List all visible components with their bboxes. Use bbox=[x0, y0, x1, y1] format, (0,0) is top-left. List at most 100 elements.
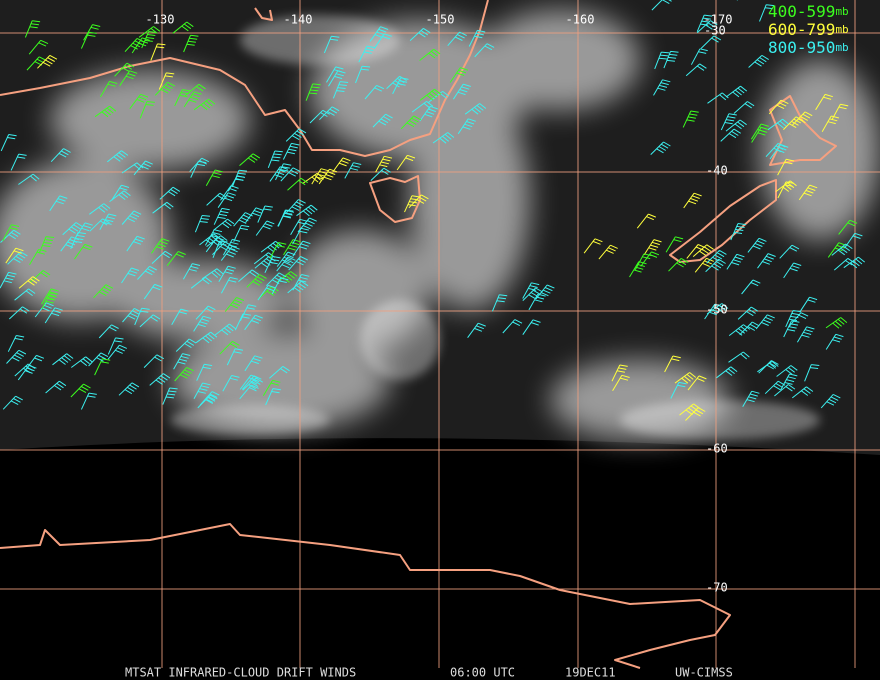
wind-barb bbox=[643, 239, 662, 256]
wind-barb bbox=[706, 303, 729, 315]
wind-barb bbox=[728, 351, 750, 363]
wind-barb bbox=[190, 160, 207, 178]
wind-barb bbox=[629, 261, 647, 278]
wind-barb bbox=[783, 320, 800, 338]
wind-barb bbox=[70, 232, 86, 250]
wind-barb bbox=[408, 194, 429, 209]
wind-barb bbox=[419, 88, 442, 101]
wind-barb bbox=[690, 48, 708, 65]
wind-barb bbox=[149, 373, 171, 386]
wind-barb bbox=[696, 20, 718, 34]
wind-barb bbox=[174, 89, 191, 107]
wind-barb bbox=[234, 313, 251, 331]
wind-barb bbox=[213, 207, 230, 225]
wind-barb bbox=[162, 387, 178, 405]
wind-barb bbox=[373, 33, 392, 49]
wind-barb bbox=[98, 324, 119, 339]
wind-barb bbox=[238, 269, 259, 282]
wind-barb bbox=[175, 338, 197, 352]
wind-barb bbox=[730, 223, 746, 241]
wind-barb bbox=[222, 375, 240, 392]
longitude-label: -130 bbox=[146, 13, 175, 27]
wind-barb bbox=[821, 115, 840, 132]
wind-barb bbox=[283, 239, 301, 256]
wind-barb bbox=[6, 349, 27, 364]
wind-barb bbox=[171, 308, 189, 325]
wind-barb bbox=[217, 192, 236, 208]
wind-barb bbox=[280, 167, 301, 182]
wind-barb bbox=[838, 219, 858, 235]
wind-barb bbox=[741, 279, 761, 295]
wind-barb bbox=[109, 190, 131, 202]
wind-barb bbox=[74, 222, 93, 239]
wind-barb bbox=[825, 317, 848, 329]
wind-barb bbox=[522, 282, 540, 299]
wind-barb bbox=[419, 48, 441, 61]
wind-barb bbox=[757, 253, 776, 269]
wind-barb bbox=[700, 35, 722, 49]
wind-barb bbox=[241, 375, 262, 390]
wind-barb bbox=[326, 66, 344, 83]
wind-barb bbox=[796, 326, 815, 343]
wind-barb bbox=[759, 4, 775, 22]
legend-range: 600-799 bbox=[768, 20, 835, 39]
wind-barb bbox=[89, 203, 111, 215]
wind-barb bbox=[297, 217, 317, 233]
wind-barb bbox=[138, 26, 161, 38]
wind-barb bbox=[467, 322, 486, 338]
longitude-label: -140 bbox=[284, 13, 313, 27]
wind-barb bbox=[774, 384, 796, 397]
wind-barb bbox=[726, 253, 745, 270]
wind-barb bbox=[41, 288, 59, 305]
wind-barb bbox=[827, 242, 847, 258]
wind-barb bbox=[151, 238, 170, 254]
wind-barb bbox=[636, 213, 656, 229]
wind-barb bbox=[355, 65, 371, 84]
wind-barb bbox=[651, 0, 672, 11]
date: 19DEC11 bbox=[565, 666, 616, 680]
wind-barb bbox=[687, 375, 707, 391]
wind-barb bbox=[267, 150, 283, 168]
wind-barb bbox=[121, 267, 140, 284]
wind-barb bbox=[432, 132, 455, 144]
wind-barb bbox=[654, 51, 670, 70]
wind-barb bbox=[650, 141, 671, 155]
wind-barb bbox=[133, 160, 153, 176]
wind-barb bbox=[38, 236, 55, 254]
wind-barb bbox=[83, 24, 101, 41]
wind-barb bbox=[369, 26, 389, 42]
wind-barb bbox=[775, 180, 797, 192]
wind-barb bbox=[204, 229, 223, 246]
wind-barb bbox=[269, 166, 288, 182]
wind-barb bbox=[783, 262, 802, 279]
wind-barb bbox=[118, 382, 140, 396]
wind-barb bbox=[239, 384, 259, 400]
wind-barb bbox=[269, 242, 287, 259]
wind-barb bbox=[14, 288, 36, 301]
wind-barb bbox=[535, 284, 555, 300]
wind-barb bbox=[706, 249, 727, 264]
wind-barb bbox=[224, 296, 245, 312]
wind-barb bbox=[242, 377, 263, 391]
wind-barb bbox=[277, 209, 294, 227]
wind-barb bbox=[779, 244, 800, 259]
wind-barb bbox=[71, 356, 93, 368]
wind-barb bbox=[106, 150, 129, 163]
wind-barb bbox=[791, 386, 814, 399]
wind-barb bbox=[174, 366, 195, 382]
wind-barb bbox=[319, 106, 340, 121]
wind-barb bbox=[833, 257, 855, 271]
wind-barb bbox=[173, 353, 191, 370]
wind-barb bbox=[94, 105, 117, 118]
wind-barb bbox=[344, 162, 362, 179]
wind-barb bbox=[311, 168, 329, 185]
wind-barb bbox=[640, 251, 660, 267]
wind-barb bbox=[5, 247, 24, 264]
clouds bbox=[0, 10, 880, 440]
wind-barb bbox=[269, 365, 290, 379]
wind-barb bbox=[653, 79, 671, 96]
wind-barb bbox=[276, 271, 298, 284]
wind-barb bbox=[126, 235, 145, 252]
wind-barb bbox=[750, 123, 769, 140]
